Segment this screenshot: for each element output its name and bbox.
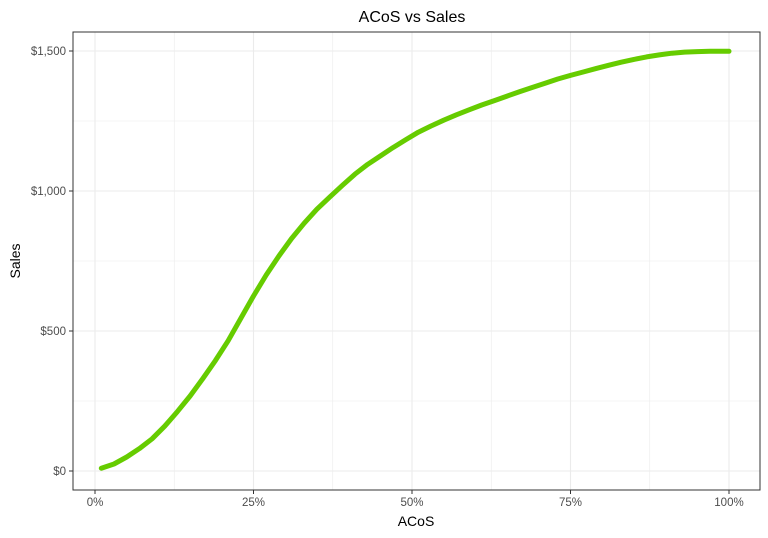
- grid: [73, 32, 760, 490]
- series-line: [98, 48, 732, 471]
- y-tick-label: $1,000: [31, 186, 66, 198]
- chart-title: ACoS vs Sales: [359, 9, 466, 26]
- y-tick-label: $0: [53, 466, 66, 478]
- axis-ticks: 0% 25% 50% 75% 100% $0 $500 $1,000 $1,500: [31, 46, 744, 509]
- x-tick-label: 75%: [559, 497, 582, 509]
- y-axis-title: Sales: [7, 243, 23, 278]
- series-layer: [98, 48, 732, 471]
- y-tick-label: $1,500: [31, 46, 66, 58]
- plot-border: [72, 31, 761, 491]
- y-tick-label: $500: [40, 326, 66, 338]
- x-tick-label: 50%: [400, 497, 423, 509]
- x-tick-label: 0%: [87, 497, 104, 509]
- x-tick-label: 25%: [242, 497, 265, 509]
- x-tick-label: 100%: [714, 497, 743, 509]
- x-axis-title: ACoS: [398, 513, 435, 529]
